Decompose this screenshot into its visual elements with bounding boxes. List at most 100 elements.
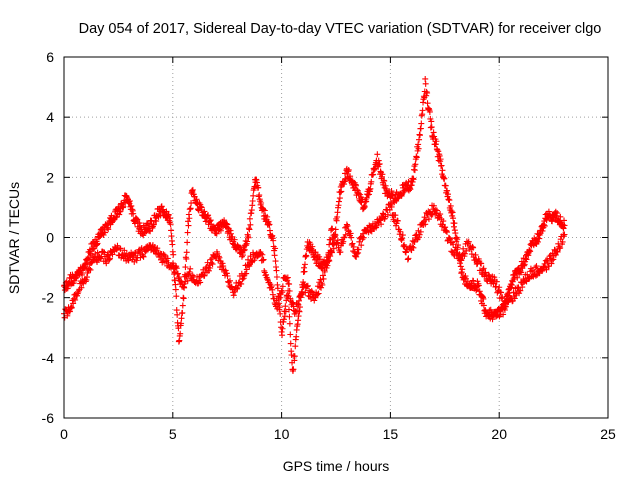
data-point bbox=[411, 167, 418, 174]
data-point bbox=[243, 270, 250, 277]
data-point bbox=[170, 251, 177, 258]
data-point bbox=[245, 256, 252, 263]
data-point bbox=[392, 212, 399, 219]
data-point bbox=[165, 211, 172, 218]
data-point bbox=[279, 283, 286, 290]
data-point bbox=[523, 256, 530, 263]
data-point bbox=[533, 263, 540, 270]
data-point bbox=[169, 241, 176, 248]
data-point bbox=[493, 278, 500, 285]
data-point bbox=[326, 241, 333, 248]
data-point bbox=[348, 234, 355, 241]
data-point bbox=[102, 229, 108, 236]
x-tick-label: 0 bbox=[60, 426, 68, 442]
data-point bbox=[279, 332, 286, 339]
data-point bbox=[321, 268, 328, 275]
data-point bbox=[209, 261, 216, 268]
data-point bbox=[480, 265, 487, 272]
data-point bbox=[68, 304, 75, 311]
data-point bbox=[180, 284, 187, 291]
data-point bbox=[286, 320, 293, 327]
data-point bbox=[266, 221, 273, 228]
data-point bbox=[462, 250, 469, 257]
data-point bbox=[274, 285, 281, 292]
data-point bbox=[172, 286, 179, 293]
data-point bbox=[469, 243, 476, 250]
data-point bbox=[167, 215, 174, 222]
data-point bbox=[187, 205, 194, 212]
data-point bbox=[117, 208, 124, 215]
data-point bbox=[549, 218, 556, 225]
data-point bbox=[277, 294, 284, 301]
data-point bbox=[140, 253, 147, 260]
data-point bbox=[453, 246, 460, 253]
data-point bbox=[319, 272, 326, 279]
data-point bbox=[353, 253, 360, 260]
data-point bbox=[422, 80, 429, 87]
data-point bbox=[320, 275, 327, 282]
data-point bbox=[409, 243, 416, 250]
data-point bbox=[451, 220, 458, 227]
data-point bbox=[301, 261, 308, 268]
x-tick-label: 5 bbox=[169, 426, 177, 442]
data-point bbox=[147, 228, 154, 235]
data-point bbox=[422, 221, 429, 228]
data-point bbox=[70, 300, 77, 307]
data-point bbox=[268, 283, 275, 290]
x-axis-label: GPS time / hours bbox=[283, 458, 390, 474]
data-point bbox=[94, 240, 101, 247]
data-point bbox=[373, 222, 380, 229]
data-point bbox=[178, 315, 185, 322]
data-point bbox=[133, 257, 140, 264]
data-point bbox=[549, 257, 556, 264]
data-point bbox=[126, 197, 133, 204]
data-point bbox=[428, 118, 435, 125]
data-point bbox=[260, 206, 267, 213]
data-point bbox=[72, 296, 79, 303]
data-point bbox=[491, 274, 498, 281]
data-point bbox=[506, 289, 513, 296]
data-point bbox=[179, 302, 186, 309]
data-point bbox=[560, 225, 567, 232]
data-point bbox=[532, 272, 539, 279]
data-point bbox=[374, 151, 381, 158]
data-point bbox=[397, 235, 404, 242]
data-point bbox=[277, 310, 284, 317]
data-point bbox=[226, 227, 233, 234]
data-point bbox=[121, 247, 128, 254]
plot-frame bbox=[63, 56, 609, 419]
data-point bbox=[223, 270, 230, 277]
data-point bbox=[287, 295, 294, 302]
data-point bbox=[83, 274, 90, 281]
data-point bbox=[294, 307, 301, 314]
data-point bbox=[441, 175, 448, 182]
data-point bbox=[90, 245, 97, 252]
data-point bbox=[286, 313, 293, 320]
data-point bbox=[358, 242, 365, 249]
data-point bbox=[499, 294, 506, 301]
data-point bbox=[179, 309, 186, 316]
data-point bbox=[443, 229, 450, 236]
data-point bbox=[355, 246, 362, 253]
data-point bbox=[561, 222, 568, 229]
data-point bbox=[154, 245, 161, 252]
data-point bbox=[233, 285, 240, 292]
data-point bbox=[217, 227, 224, 234]
data-point bbox=[246, 226, 253, 233]
data-point bbox=[164, 255, 171, 262]
data-point bbox=[561, 217, 568, 224]
data-point bbox=[457, 256, 464, 263]
data-point bbox=[219, 260, 226, 267]
data-point bbox=[87, 266, 94, 273]
data-point bbox=[292, 308, 299, 315]
data-point bbox=[153, 218, 160, 225]
data-point bbox=[410, 176, 417, 183]
data-point bbox=[295, 301, 302, 308]
data-point bbox=[422, 216, 429, 223]
data-point bbox=[475, 282, 482, 289]
data-point bbox=[353, 250, 360, 257]
data-point bbox=[426, 108, 433, 115]
data-point bbox=[239, 276, 246, 283]
x-tick-label: 20 bbox=[491, 426, 507, 442]
